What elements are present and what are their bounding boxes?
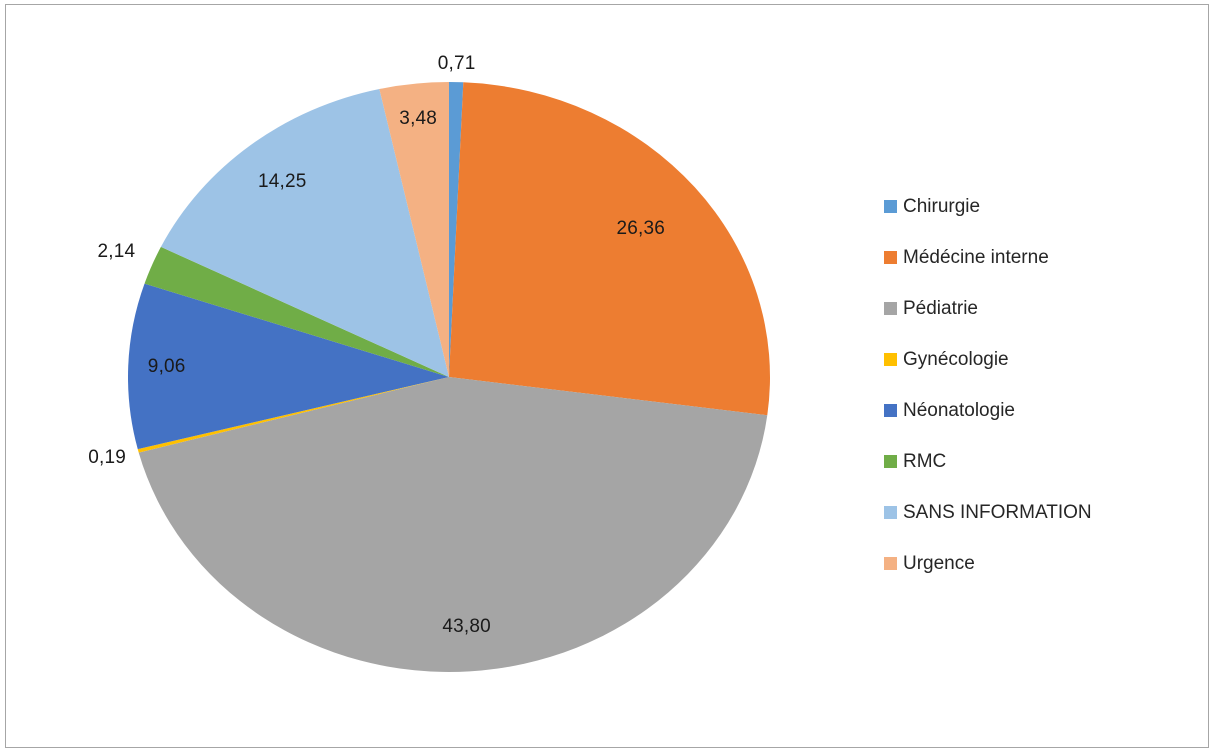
data-label-urgence: 3,48	[399, 108, 438, 129]
legend-label-gynecologie: Gynécologie	[903, 348, 1009, 370]
legend-swatch-chirurgie	[884, 200, 897, 213]
data-label-gynecologie: 0,19	[88, 447, 126, 469]
legend-label-chirurgie: Chirurgie	[903, 195, 981, 217]
data-label-pediatrie: 43,80	[442, 616, 491, 638]
data-label-neonatologie: 9,06	[147, 356, 186, 378]
legend-item-neonatologie[interactable]: Néonatologie	[884, 400, 1092, 421]
legend-swatch-sans-information	[884, 506, 897, 519]
legend-label-urgence: Urgence	[903, 552, 975, 574]
legend-item-medecine-interne[interactable]: Médécine interne	[884, 247, 1092, 268]
legend-swatch-pediatrie	[884, 302, 897, 315]
pie-slice-medecine-interne[interactable]	[449, 82, 770, 416]
legend-item-sans-information[interactable]: SANS INFORMATION	[884, 502, 1092, 523]
legend-item-urgence[interactable]: Urgence	[884, 553, 1092, 574]
legend-label-medecine-interne: Médécine interne	[903, 246, 1049, 268]
data-label-chirurgie: 0,71	[437, 53, 476, 75]
legend-item-pediatrie[interactable]: Pédiatrie	[884, 298, 1092, 319]
legend-swatch-rmc	[884, 455, 897, 468]
data-label-medecine-interne: 26,36	[616, 218, 666, 240]
pie-slice-urgence[interactable]	[379, 82, 449, 377]
legend-item-chirurgie[interactable]: Chirurgie	[884, 196, 1092, 217]
legend-label-pediatrie: Pédiatrie	[903, 297, 978, 319]
legend-label-rmc: RMC	[903, 450, 947, 472]
pie-slice-chirurgie[interactable]	[449, 81, 464, 377]
pie-slice-rmc[interactable]	[144, 246, 449, 377]
legend-swatch-medecine-interne	[884, 251, 897, 264]
legend-label-sans-information: SANS INFORMATION	[903, 501, 1092, 523]
pie-slice-neonatologie[interactable]	[128, 283, 450, 450]
legend-label-neonatologie: Néonatologie	[903, 399, 1015, 421]
data-label-sans-information: 14,25	[258, 171, 307, 193]
pie-slice-pediatrie[interactable]	[138, 377, 768, 672]
legend-item-gynecologie[interactable]: Gynécologie	[884, 349, 1092, 370]
legend-swatch-neonatologie	[884, 404, 897, 417]
legend: Chirurgie Médécine interne Pédiatrie Gynéco…	[884, 196, 1092, 604]
data-label-rmc: 2,14	[97, 240, 136, 262]
legend-swatch-urgence	[884, 557, 897, 570]
legend-item-rmc[interactable]: RMC	[884, 451, 1092, 472]
pie-slice-sans-information[interactable]	[160, 89, 449, 377]
pie-slice-gynecologie[interactable]	[137, 377, 449, 453]
legend-swatch-gynecologie	[884, 353, 897, 366]
